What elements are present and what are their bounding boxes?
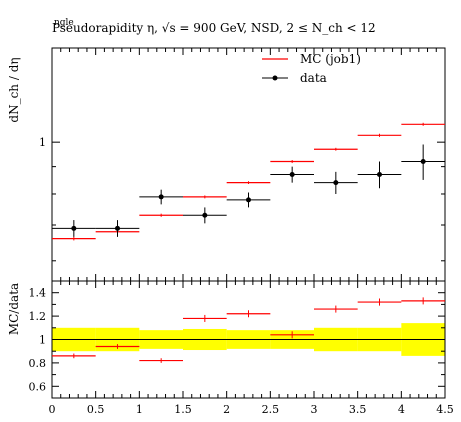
ratio-y-tick-label: 1.4 [29, 287, 47, 300]
x-tick-label: 4.5 [436, 403, 454, 416]
data-point [158, 194, 164, 200]
legend-data-label: data [300, 71, 327, 85]
data-point [420, 159, 426, 165]
ratio-y-tick-label: 0.6 [29, 380, 47, 393]
data-point [71, 225, 77, 231]
x-tick-label: 2.5 [262, 403, 280, 416]
x-tick-label: 0 [49, 403, 56, 416]
main-plot-frame [51, 47, 446, 282]
chart-title: Pseudorapidity η, √s = 900 GeV, NSD, 2 ≤… [52, 21, 376, 35]
data-point [246, 197, 251, 203]
ratio-y-tick-label: 1.2 [29, 310, 47, 323]
main-y-axis-label: dN_ch / dη [7, 57, 21, 122]
ratio-y-tick-label: 1 [39, 334, 46, 347]
x-tick-label: 3 [311, 403, 318, 416]
x-tick-label: 1.5 [174, 403, 192, 416]
data-point [333, 180, 339, 186]
x-tick-label: 3.5 [349, 403, 367, 416]
data-point [115, 225, 120, 231]
legend-data-marker [272, 75, 278, 81]
data-point [377, 172, 382, 178]
data-point [289, 172, 295, 178]
x-tick-label: 0.5 [87, 403, 105, 416]
legend-mc-label: MC (job1) [300, 52, 361, 66]
x-tick-label: 2 [223, 403, 230, 416]
x-tick-label: 1 [136, 403, 143, 416]
x-tick-label: 4 [398, 403, 405, 416]
ratio-y-axis-label: MC/data [7, 283, 21, 335]
data-point [202, 212, 208, 218]
main-y-tick-label: 1 [39, 136, 46, 149]
title-overlap-text: ngle [54, 18, 74, 28]
ratio-y-tick-label: 0.8 [29, 357, 47, 370]
